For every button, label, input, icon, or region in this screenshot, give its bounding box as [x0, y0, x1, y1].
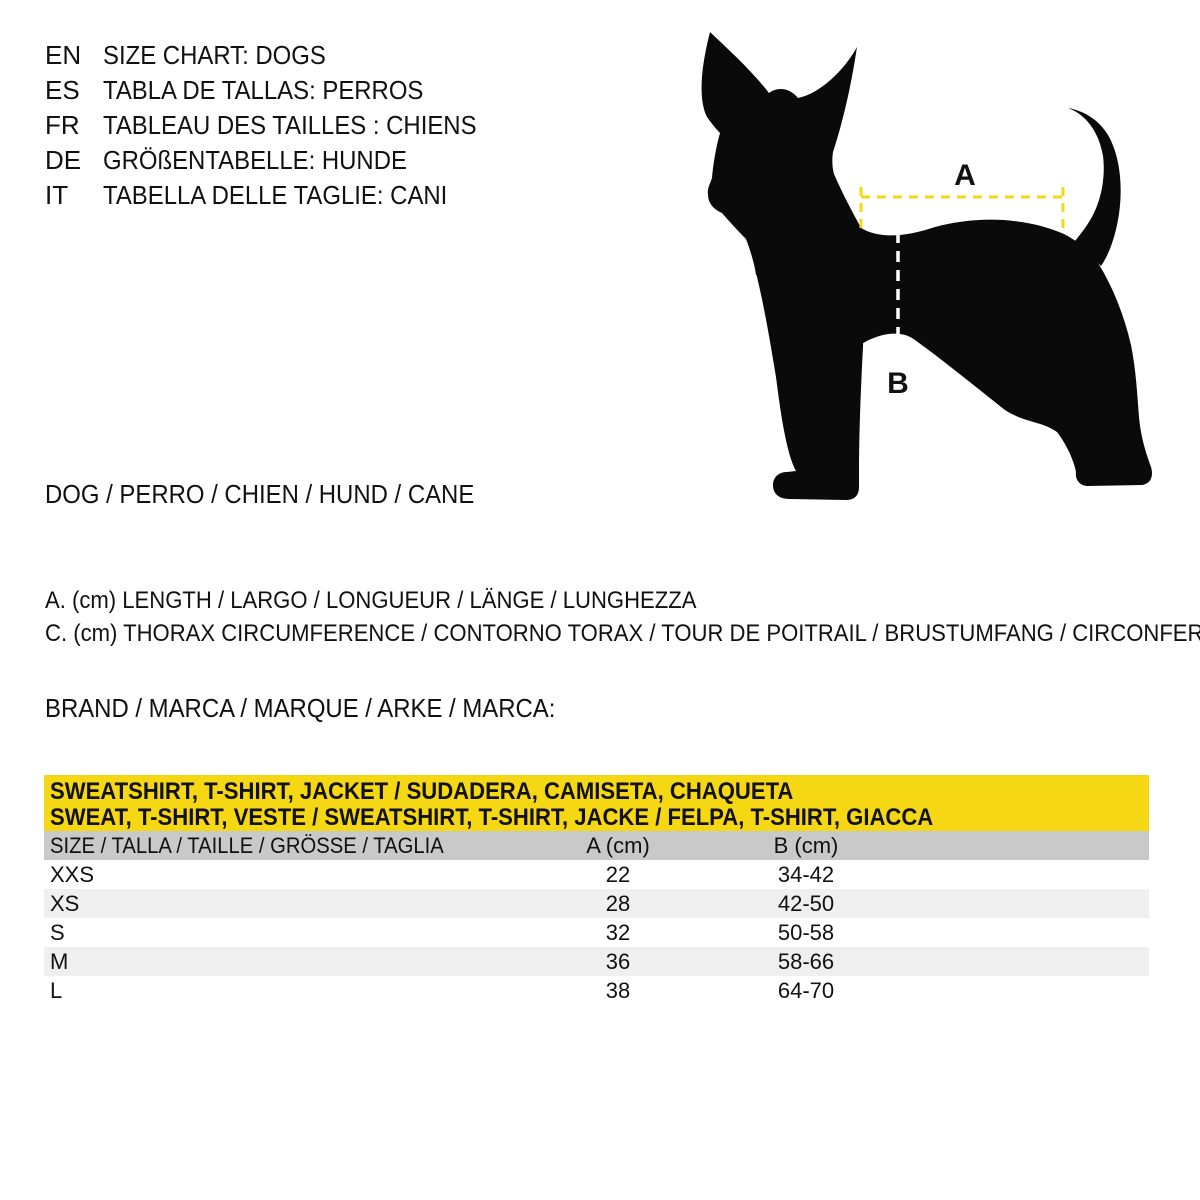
- table-banner: SWEATSHIRT, T-SHIRT, JACKET / SUDADERA, …: [44, 775, 1149, 831]
- dog-measurement-diagram: A B: [701, 32, 1152, 500]
- measure-a-line: [859, 187, 1065, 232]
- col-header-size: SIZE / TALLA / TAILLE / GRÖSSE / TAGLIA: [50, 833, 444, 858]
- language-row: DE GRÖßENTABELLE: HUNDE: [45, 143, 509, 178]
- col-header-a: A (cm): [586, 833, 650, 858]
- dog-body-shape: [845, 219, 1152, 486]
- cell-size: XXS: [50, 862, 95, 887]
- table-row: L 38 64-70: [44, 976, 1149, 1005]
- cell-b: 64-70: [777, 978, 835, 1003]
- cell-b: 34-42: [777, 862, 835, 887]
- language-label: TABLA DE TALLAS: PERROS: [103, 75, 424, 105]
- measure-a-label: A: [954, 159, 976, 192]
- dog-caption: DOG / PERRO / CHIEN / HUND / CANE: [45, 479, 475, 509]
- language-code: EN: [45, 40, 82, 70]
- dog-head-shape: [701, 32, 861, 293]
- language-code: DE: [45, 145, 82, 175]
- measurement-legend: A. (cm) LENGTH / LARGO / LONGUEUR / LÄNG…: [45, 584, 1200, 650]
- dog-tail-shape: [1068, 108, 1121, 266]
- cell-a: 28: [605, 891, 631, 916]
- cell-size: XS: [50, 891, 80, 916]
- cell-size: S: [50, 920, 65, 945]
- language-row: FR TABLEAU DES TAILLES : CHIENS: [45, 108, 509, 143]
- dog-front-leg-shape: [746, 231, 865, 500]
- language-code: IT: [45, 180, 69, 210]
- language-row: IT TABELLA DELLE TAGLIE: CANI: [45, 178, 509, 213]
- cell-a: 22: [605, 862, 631, 887]
- language-label: TABLEAU DES TAILLES : CHIENS: [103, 110, 477, 140]
- dog-silhouette-illustration: A B: [695, 25, 1165, 505]
- cell-a: 36: [605, 949, 631, 974]
- language-label: SIZE CHART: DOGS: [103, 40, 326, 70]
- language-label: TABELLA DELLE TAGLIE: CANI: [103, 180, 448, 210]
- table-row: XS 28 42-50: [44, 889, 1149, 918]
- size-table: SWEATSHIRT, T-SHIRT, JACKET / SUDADERA, …: [44, 775, 1149, 1005]
- measure-b-label: B: [887, 367, 909, 400]
- table-header-row: SIZE / TALLA / TAILLE / GRÖSSE / TAGLIA …: [44, 831, 1149, 860]
- legend-line-a: A. (cm) LENGTH / LARGO / LONGUEUR / LÄNG…: [45, 587, 697, 614]
- cell-b: 58-66: [777, 949, 835, 974]
- banner-line-1: SWEATSHIRT, T-SHIRT, JACKET / SUDADERA, …: [50, 778, 794, 805]
- language-row: ES TABLA DE TALLAS: PERROS: [45, 73, 509, 108]
- cell-b: 50-58: [777, 920, 835, 945]
- title-language-block: EN SIZE CHART: DOGS ES TABLA DE TALLAS: …: [45, 38, 509, 213]
- language-code: ES: [45, 75, 80, 105]
- language-label: GRÖßENTABELLE: HUNDE: [103, 145, 407, 175]
- language-code: FR: [45, 110, 80, 140]
- cell-size: M: [50, 949, 69, 974]
- language-row: EN SIZE CHART: DOGS: [45, 38, 509, 73]
- table-row: S 32 50-58: [44, 918, 1149, 947]
- banner-line-2: SWEAT, T-SHIRT, VESTE / SWEATSHIRT, T-SH…: [50, 804, 934, 831]
- table-row: XXS 22 34-42: [44, 860, 1149, 889]
- brand-line: BRAND / MARCA / MARQUE / ARKE / MARCA:: [45, 693, 556, 723]
- cell-a: 32: [605, 920, 631, 945]
- cell-size: L: [50, 978, 63, 1003]
- table-row: M 36 58-66: [44, 947, 1149, 976]
- cell-b: 42-50: [777, 891, 835, 916]
- legend-line-c: C. (cm) THORAX CIRCUMFERENCE / CONTORNO …: [45, 620, 1200, 647]
- cell-a: 38: [605, 978, 631, 1003]
- col-header-b: B (cm): [773, 833, 839, 858]
